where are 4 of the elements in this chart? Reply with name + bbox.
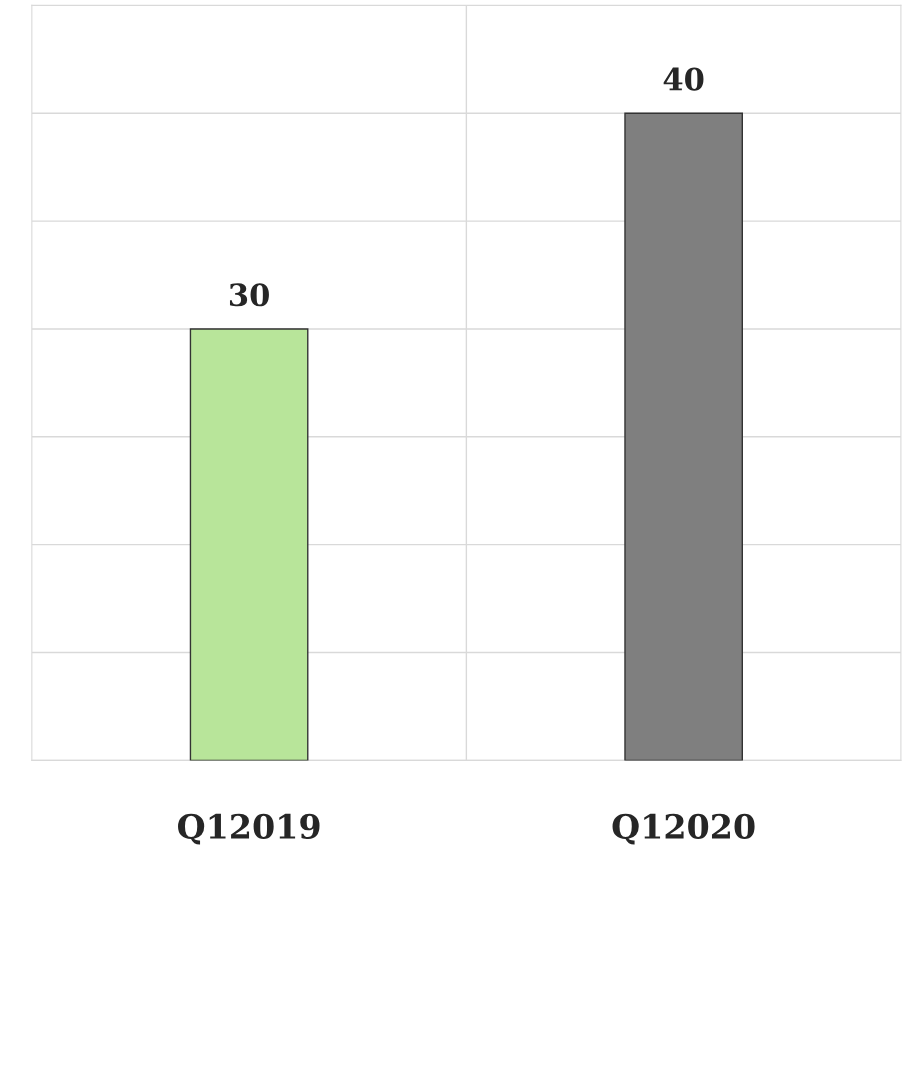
x-tick-label: Q12020 (612, 813, 755, 845)
data-label: 40 (663, 67, 704, 91)
data-label: 30 (229, 283, 269, 307)
x-tick-label: Q12019 (178, 813, 320, 845)
